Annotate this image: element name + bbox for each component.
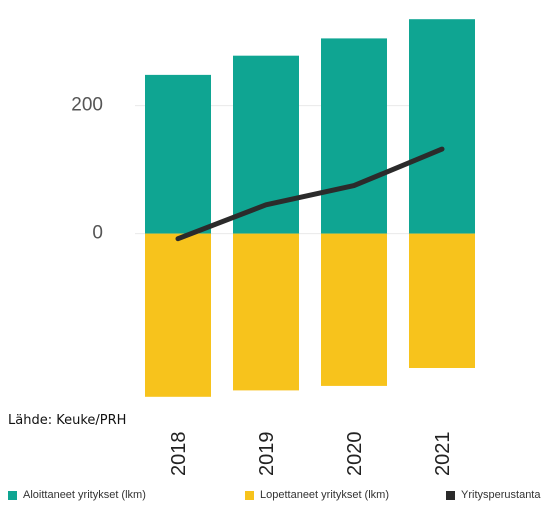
- legend-label-closed: Lopettaneet yritykset (lkm): [260, 489, 389, 501]
- legend-item-started: Aloittaneet yritykset (lkm): [8, 489, 146, 501]
- x-tick-label-2018: 2018: [168, 432, 190, 477]
- bar-started-2021: [409, 19, 475, 234]
- trend-line: [175, 146, 445, 242]
- x-tick-label-2019: 2019: [256, 432, 278, 477]
- bar-started-2020: [321, 38, 387, 234]
- bar-started-2018: [145, 74, 211, 234]
- legend-swatch-started: [8, 490, 17, 500]
- y-tick-label: 200: [71, 95, 103, 116]
- legend-item-net: Yritysperustanta: [446, 489, 540, 501]
- x-tick-label-2020: 2020: [344, 432, 366, 477]
- x-tick-label-2021: 2021: [432, 432, 454, 477]
- legend-item-closed: Lopettaneet yritykset (lkm): [245, 489, 389, 501]
- bar-closed-2020: [321, 233, 387, 386]
- y-tick-label: 0: [92, 223, 103, 244]
- bar-closed-2021: [409, 233, 475, 368]
- legend: Aloittaneet yritykset (lkm) Lopettaneet …: [8, 489, 560, 507]
- legend-label-net: Yritysperustanta: [461, 489, 541, 501]
- legend-swatch-closed: [245, 490, 254, 500]
- bar-closed-2018: [145, 233, 211, 397]
- source-note: Lähde: Keuke/PRH: [8, 413, 131, 428]
- legend-swatch-net: [446, 490, 455, 500]
- x-axis: 2018 2019 2020 2021: [168, 432, 454, 477]
- bars: [145, 19, 475, 397]
- line-net-formation: [175, 146, 445, 242]
- legend-label-started: Aloittaneet yritykset (lkm): [23, 489, 146, 501]
- bar-closed-2019: [233, 233, 299, 391]
- y-axis: 0 200: [71, 95, 103, 244]
